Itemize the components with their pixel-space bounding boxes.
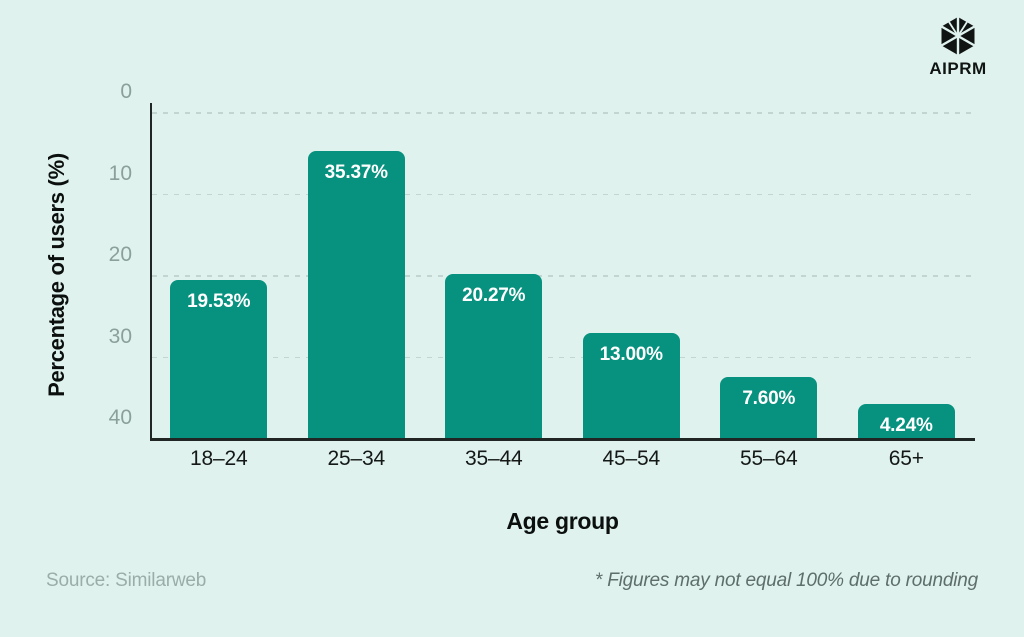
x-tick-label: 45–54 <box>602 447 661 470</box>
y-tick-label: 40 <box>108 406 132 429</box>
bar: 13.00% <box>582 333 680 439</box>
x-tick-label: 35–44 <box>465 447 523 470</box>
gridline <box>152 275 975 277</box>
bar: 20.27% <box>445 273 543 439</box>
bar-value-label: 7.60% <box>742 388 796 410</box>
y-tick-label: 0 <box>120 80 132 103</box>
y-tick-label: 30 <box>108 324 132 348</box>
bar: 7.60% <box>720 377 818 439</box>
x-tick-label: 55–64 <box>740 447 798 470</box>
bar-value-label: 4.24% <box>879 415 933 437</box>
y-tick-label: 20 <box>108 243 132 266</box>
gridline <box>152 193 975 195</box>
gridline <box>152 112 975 114</box>
brand-name: AIPRM <box>929 59 987 78</box>
gridline <box>152 356 975 358</box>
bar-value-label: 19.53% <box>187 290 251 312</box>
source-credit: Source: Similarweb <box>46 570 207 591</box>
plot-area: 19.53% 35.37% 20.27% 13.00% 7.60% 4.24% <box>150 103 975 440</box>
x-tick-label: 65+ <box>888 447 924 470</box>
x-axis-line <box>150 438 975 441</box>
y-axis-line <box>150 103 152 440</box>
bar-value-label: 13.00% <box>599 344 663 366</box>
brand-logo: AIPRM <box>920 16 996 79</box>
aiprm-hexagon-icon <box>940 17 976 55</box>
y-axis-tick-labels: 0 10 20 30 40 <box>86 80 132 440</box>
bar: 4.24% <box>857 404 955 439</box>
bar: 35.37% <box>307 150 405 439</box>
bar-value-label: 20.27% <box>462 284 526 306</box>
x-axis-title: Age group <box>506 508 619 534</box>
bar: 19.53% <box>170 279 268 439</box>
y-tick-label: 10 <box>108 161 132 185</box>
x-tick-label: 18–24 <box>190 447 248 470</box>
rounding-footnote: * Figures may not equal 100% due to roun… <box>594 570 978 591</box>
bar-value-label: 35.37% <box>324 161 388 183</box>
x-axis-tick-labels: 18–24 25–34 35–44 45–54 55–64 65+ <box>150 447 975 477</box>
y-axis-title: Percentage of users (%) <box>44 153 69 397</box>
x-tick-label: 25–34 <box>327 447 386 470</box>
